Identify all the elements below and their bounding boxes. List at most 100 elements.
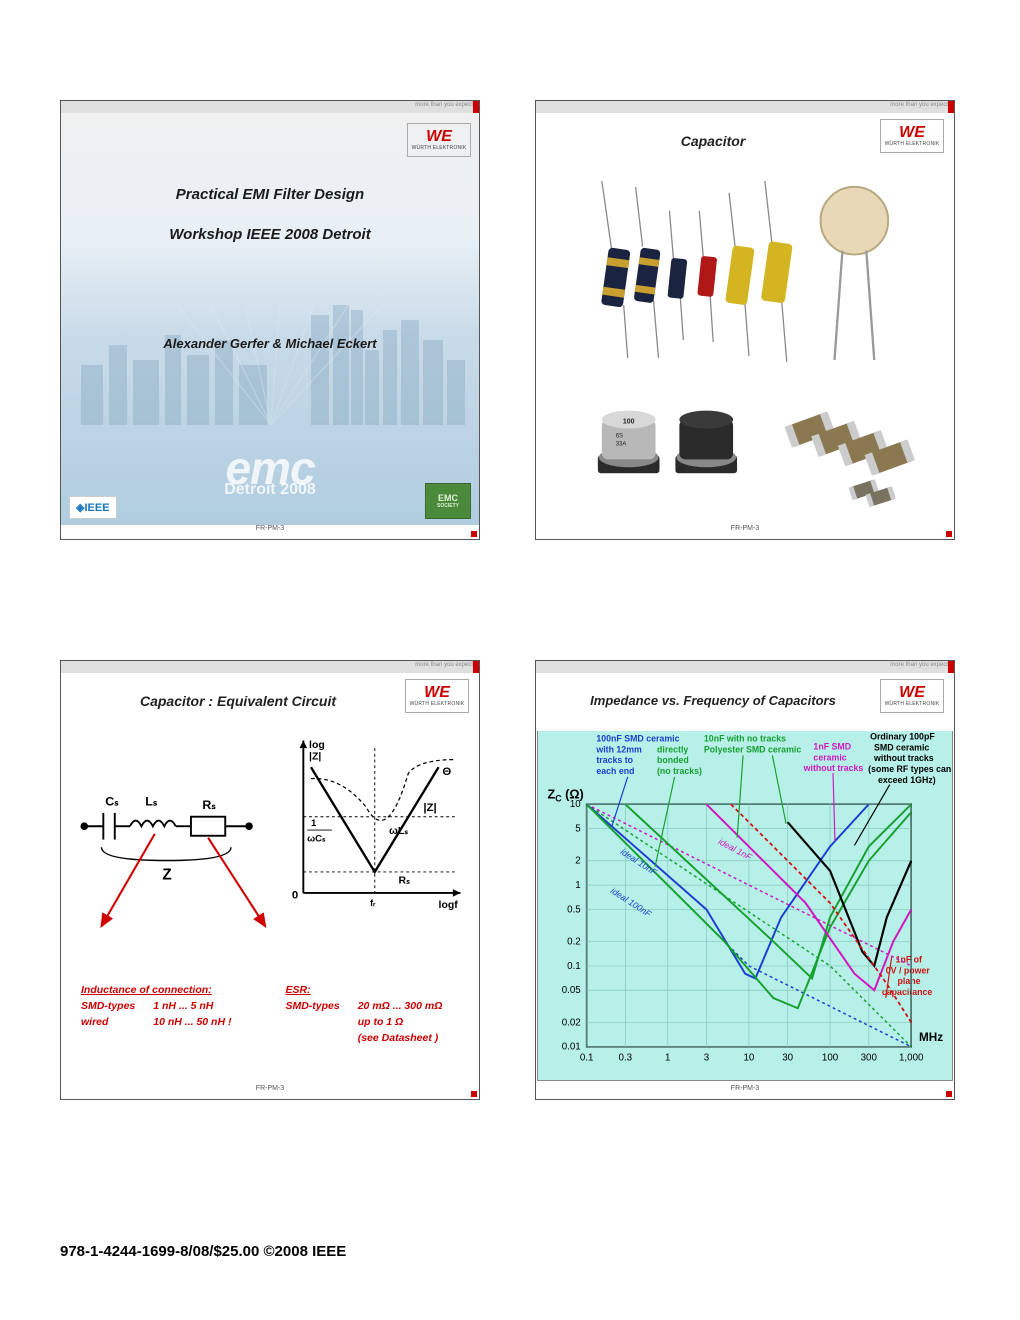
slide-footer: FR-PM-3 bbox=[536, 525, 954, 539]
slide-4: more than you expect Impedance vs. Frequ… bbox=[535, 660, 955, 1100]
t-h2: ESR: bbox=[285, 984, 310, 996]
cap-label-1: 6S bbox=[616, 433, 623, 439]
t-r1c2: 1 nH ... 5 nH bbox=[145, 999, 239, 1013]
slide-footer: FR-PM-3 bbox=[61, 1085, 479, 1099]
svg-text:without tracks: without tracks bbox=[803, 763, 864, 773]
svg-text:0.05: 0.05 bbox=[562, 985, 582, 996]
svg-text:0.2: 0.2 bbox=[567, 937, 581, 948]
svg-text:plane: plane bbox=[898, 976, 921, 986]
logo-we-text: WE bbox=[899, 685, 925, 701]
slide-topbar: more than you expect bbox=[536, 661, 954, 673]
footer-red-marker bbox=[946, 1091, 952, 1097]
slide2-title: Capacitor bbox=[546, 119, 880, 149]
svg-text:5: 5 bbox=[575, 824, 581, 835]
svg-text:ideal 1nF: ideal 1nF bbox=[717, 836, 754, 862]
svg-text:Polyester SMD ceramic: Polyester SMD ceramic bbox=[704, 744, 801, 754]
slide-header: Impedance vs. Frequency of Capacitors WE… bbox=[536, 673, 954, 733]
circuit-rs: Rₛ bbox=[202, 798, 216, 812]
topbar-tag: more than you expect bbox=[890, 662, 948, 668]
impedance-chart: 100nF SMD ceramic with 12mm tracks to ea… bbox=[537, 731, 953, 1081]
slide-topbar: more than you expect bbox=[61, 101, 479, 113]
slide4-body: 100nF SMD ceramic with 12mm tracks to ea… bbox=[536, 731, 954, 1083]
svg-text:10: 10 bbox=[743, 1052, 754, 1063]
svg-text:300: 300 bbox=[861, 1052, 878, 1063]
svg-text:0.02: 0.02 bbox=[562, 1017, 581, 1028]
copyright: 978-1-4244-1699-8/08/$25.00 ©2008 IEEE bbox=[60, 1243, 346, 1260]
svg-text:ideal 100nF: ideal 100nF bbox=[609, 886, 654, 920]
footer-text: FR-PM-3 bbox=[731, 525, 759, 532]
graph-theta: Θ bbox=[442, 766, 451, 778]
graph-fr: fᵣ bbox=[370, 898, 376, 909]
svg-text:1: 1 bbox=[575, 880, 580, 891]
wurth-logo: WE WÜRTH ELEKTRONIK bbox=[880, 119, 944, 153]
logo-sub-text: WÜRTH ELEKTRONIK bbox=[885, 141, 940, 147]
circuit-z: Z bbox=[162, 867, 171, 884]
xaxis-label: MHz bbox=[919, 1031, 943, 1044]
slide3-title: Capacitor : Equivalent Circuit bbox=[71, 679, 405, 709]
svg-text:ceramic: ceramic bbox=[813, 752, 846, 762]
slide-topbar: more than you expect bbox=[536, 101, 954, 113]
t-r5c2: (see Datasheet ) bbox=[350, 1031, 451, 1045]
slide-footer: FR-PM-3 bbox=[536, 1085, 954, 1099]
svg-text:bonded: bonded bbox=[657, 755, 689, 765]
svg-text:10nF with no tracks: 10nF with no tracks bbox=[704, 734, 786, 744]
slide1-title-line2: Workshop IEEE 2008 Detroit bbox=[61, 226, 479, 243]
svg-text:1nF SMD: 1nF SMD bbox=[813, 742, 851, 752]
logo-sub-text: WÜRTH ELEKTRONIK bbox=[410, 701, 465, 707]
emc-society-badge: EMC SOCIETY bbox=[425, 483, 471, 519]
svg-text:0.01: 0.01 bbox=[562, 1042, 581, 1053]
emc-soc-line1: EMC bbox=[438, 493, 458, 503]
svg-text:0.1: 0.1 bbox=[567, 961, 581, 972]
slide-header: Capacitor WE WÜRTH ELEKTRONIK bbox=[536, 113, 954, 173]
graph-ylabel: log|Z| bbox=[309, 740, 325, 762]
svg-text:100: 100 bbox=[822, 1052, 839, 1063]
topbar-red-marker bbox=[473, 661, 479, 673]
footer-text: FR-PM-3 bbox=[731, 1085, 759, 1092]
slide-2: more than you expect Capacitor WE WÜRTH … bbox=[535, 100, 955, 540]
logo-container: WE WÜRTH ELEKTRONIK bbox=[407, 123, 471, 157]
footer-red-marker bbox=[471, 1091, 477, 1097]
svg-text:tracks to: tracks to bbox=[596, 755, 633, 765]
slide1-authors: Alexander Gerfer & Michael Eckert bbox=[61, 336, 479, 351]
svg-text:(some RF types can: (some RF types can bbox=[868, 764, 951, 774]
svg-text:1: 1 bbox=[311, 818, 317, 829]
svg-text:1: 1 bbox=[665, 1052, 670, 1063]
svg-text:0.3: 0.3 bbox=[619, 1052, 633, 1063]
svg-text:3: 3 bbox=[704, 1052, 709, 1063]
wurth-logo: WE WÜRTH ELEKTRONIK bbox=[880, 679, 944, 713]
equivalent-circuit-diagram: Cₛ Lₛ Rₛ Z bbox=[67, 731, 473, 931]
logo-we-text: WE bbox=[424, 685, 450, 701]
graph-origin: 0 bbox=[292, 890, 298, 902]
topbar-tag: more than you expect bbox=[415, 662, 473, 668]
svg-text:capacitance: capacitance bbox=[882, 987, 932, 997]
svg-text:0.1: 0.1 bbox=[580, 1052, 594, 1063]
logo-sub-text: WÜRTH ELEKTRONIK bbox=[885, 701, 940, 707]
graph-rs: Rₛ bbox=[399, 875, 411, 886]
t-r3c1: SMD-types bbox=[277, 999, 347, 1013]
svg-text:0V / power: 0V / power bbox=[886, 965, 931, 975]
logo-we-text: WE bbox=[899, 125, 925, 141]
svg-text:exceed 1GHz): exceed 1GHz) bbox=[878, 775, 936, 785]
t-r4c2: up to 1 Ω bbox=[350, 1015, 451, 1029]
slide2-body: 100 6S 33A bbox=[536, 171, 954, 523]
slide1-title-line1: Practical EMI Filter Design bbox=[61, 186, 479, 203]
svg-text:with 12mm: with 12mm bbox=[595, 744, 642, 754]
cap-label-0: 100 bbox=[623, 419, 635, 426]
wurth-logo: WE WÜRTH ELEKTRONIK bbox=[407, 123, 471, 157]
circuit-cs: Cₛ bbox=[105, 794, 119, 808]
slide-header: Capacitor : Equivalent Circuit WE WÜRTH … bbox=[61, 673, 479, 733]
topbar-tag: more than you expect bbox=[415, 102, 473, 108]
svg-text:(no tracks): (no tracks) bbox=[657, 766, 702, 776]
t-r2c2: 10 nH ... 50 nH ! bbox=[145, 1015, 239, 1029]
capacitor-photos: 100 6S 33A bbox=[566, 171, 924, 519]
svg-text:1,000: 1,000 bbox=[899, 1052, 924, 1063]
capacitor-illustration: 100 6S 33A bbox=[566, 171, 924, 519]
svg-text:directly: directly bbox=[657, 744, 688, 754]
topbar-red-marker bbox=[948, 101, 954, 113]
graph-wls: ωLₛ bbox=[389, 826, 408, 837]
slide3-table: Inductance of connection: ESR: SMD-types… bbox=[71, 981, 473, 1047]
svg-text:100nF SMD ceramic: 100nF SMD ceramic bbox=[596, 734, 679, 744]
svg-text:each end: each end bbox=[596, 766, 634, 776]
svg-text:Ordinary 100pF: Ordinary 100pF bbox=[870, 732, 935, 742]
footer-text: FR-PM-3 bbox=[256, 525, 284, 532]
